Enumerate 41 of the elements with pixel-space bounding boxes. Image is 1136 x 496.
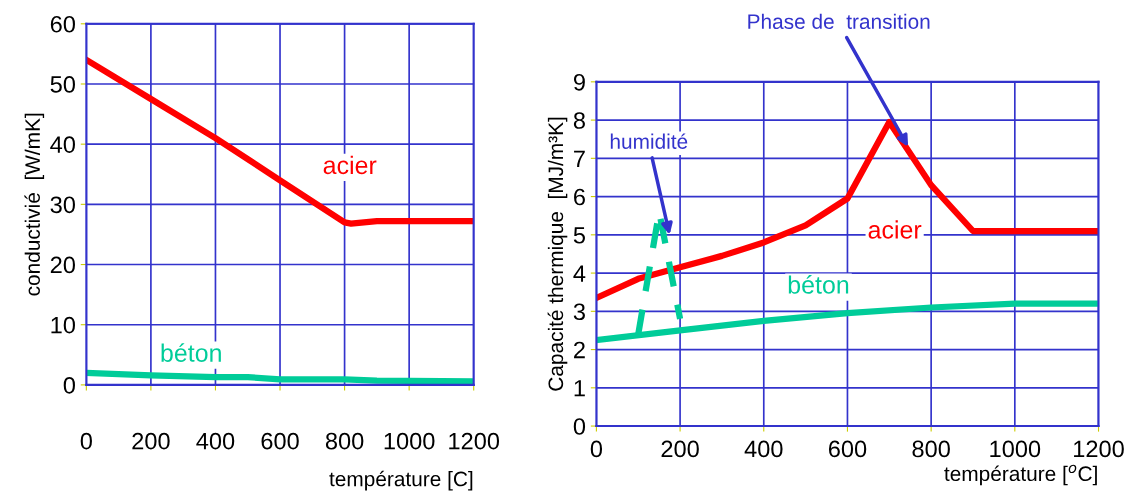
x-tick-label: 0 bbox=[590, 440, 603, 458]
y-tick-label: 60 bbox=[50, 15, 75, 33]
x-tick-label: 800 bbox=[912, 440, 950, 458]
x-axis-title: température [$^{o}$C] bbox=[944, 464, 1097, 486]
x-tick-label: 0 bbox=[80, 432, 92, 450]
annotation: Phase de transition bbox=[748, 13, 930, 30]
y-tick-label: 10 bbox=[51, 316, 75, 334]
y-tick-label: 30 bbox=[50, 196, 75, 214]
y-tick-label: 4 bbox=[573, 265, 586, 282]
x-tick-label: 200 bbox=[132, 432, 170, 450]
series-label: acier bbox=[868, 220, 922, 239]
series-label: acier bbox=[323, 155, 377, 175]
y-tick-label: 0 bbox=[63, 376, 75, 394]
x-tick-label: 800 bbox=[325, 432, 364, 450]
series-label: béton bbox=[788, 275, 849, 294]
x-axis-title: température [C] bbox=[329, 470, 473, 491]
y-tick-label: 20 bbox=[50, 256, 75, 274]
y-tick-label: 2 bbox=[574, 341, 585, 359]
x-tick-label: 400 bbox=[744, 440, 783, 458]
y-tick-label: 1 bbox=[574, 380, 585, 397]
x-tick-label: 1000 bbox=[990, 440, 1041, 458]
x-tick-label: 600 bbox=[261, 432, 299, 450]
y-tick-label: 7 bbox=[574, 150, 585, 167]
y-tick-label: 40 bbox=[50, 136, 75, 153]
x-tick-label: 1200 bbox=[1074, 440, 1124, 458]
y-tick-label: 8 bbox=[573, 112, 585, 129]
y-tick-label: 9 bbox=[573, 73, 585, 91]
x-tick-label: 400 bbox=[196, 432, 235, 450]
y-tick-label: 0 bbox=[573, 418, 586, 435]
y-tick-label: 50 bbox=[50, 76, 75, 93]
y-axis-title: conductivié [W/mK] bbox=[24, 113, 45, 296]
series-label: béton bbox=[161, 343, 221, 362]
annotation: humidité bbox=[610, 133, 688, 149]
y-tick-label: 3 bbox=[573, 303, 585, 321]
x-tick-label: 1000 bbox=[384, 432, 435, 450]
x-tick-label: 600 bbox=[828, 440, 867, 458]
x-tick-label: 200 bbox=[661, 440, 699, 458]
y-tick-label: 5 bbox=[573, 227, 585, 244]
y-tick-label: 6 bbox=[574, 188, 585, 206]
x-tick-label: 1200 bbox=[449, 432, 500, 450]
y-axis-title: Capacité thermique [MJ/m³K] bbox=[547, 117, 568, 391]
